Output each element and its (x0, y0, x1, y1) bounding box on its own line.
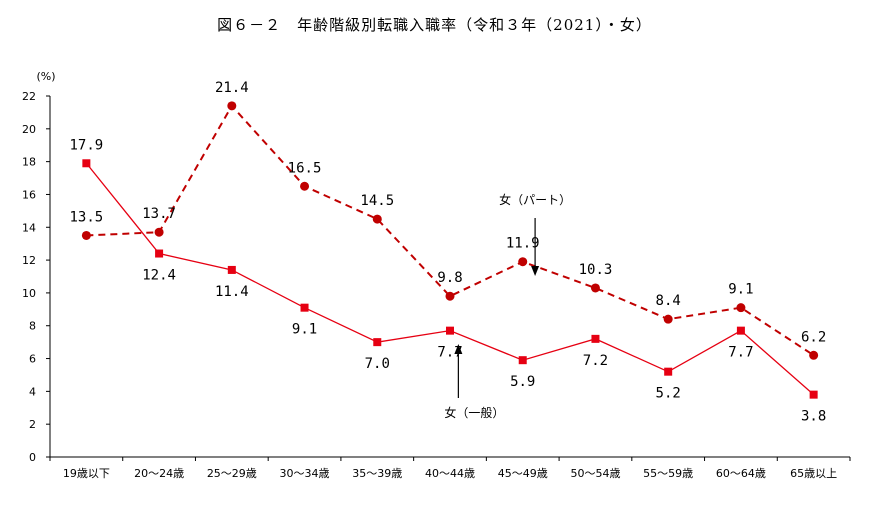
annotations: 女（パート） 女（一般） (444, 192, 571, 420)
data-point-general (736, 326, 745, 335)
data-point-general (809, 390, 818, 399)
data-point-part (81, 230, 91, 240)
series-line-part (86, 104, 815, 357)
x-tick-label: 35～39歳 (352, 467, 402, 480)
x-tick-label: 30～34歳 (280, 467, 330, 480)
data-label-part: 13.7 (142, 206, 176, 222)
data-label-part: 16.5 (288, 160, 322, 176)
data-point-part (809, 350, 819, 360)
data-label-part: 8.4 (656, 293, 681, 309)
x-tick-label: 45～49歳 (498, 467, 548, 480)
data-point-general (300, 303, 309, 312)
data-label-part: 21.4 (215, 80, 249, 96)
data-label-part: 13.5 (70, 209, 104, 225)
data-point-part (663, 314, 673, 324)
data-point-part (372, 214, 382, 224)
data-label-part: 14.5 (360, 193, 394, 209)
data-label-general: 11.4 (215, 284, 249, 300)
x-tick-label: 55～59歳 (643, 467, 693, 480)
data-label-part: 6.2 (801, 329, 826, 345)
annotation-label-part: 女（パート） (499, 192, 571, 207)
y-tick-label: 22 (22, 90, 36, 103)
x-tick-label: 50～54歳 (570, 467, 620, 480)
y-tick-label: 4 (29, 385, 36, 398)
y-axis: 0 2 4 6 8 10 12 14 16 18 20 22(%) (22, 70, 56, 464)
series-layer (81, 101, 819, 399)
data-point-general (155, 249, 164, 258)
x-tick-label: 25～29歳 (207, 467, 257, 480)
data-point-general (591, 334, 600, 343)
y-tick-label: 2 (29, 418, 36, 431)
data-point-part (518, 257, 528, 267)
data-point-part (154, 227, 164, 237)
data-point-general (82, 159, 91, 168)
y-tick-label: 6 (29, 353, 36, 366)
data-point-general (227, 265, 236, 274)
data-label-part: 11.9 (506, 236, 540, 252)
data-point-part (590, 283, 600, 293)
y-tick-label: 12 (22, 254, 36, 267)
data-label-part: 9.8 (437, 270, 462, 286)
y-tick-label: 14 (22, 221, 36, 234)
data-label-general: 7.2 (583, 353, 608, 369)
data-label-general: 7.7 (728, 345, 753, 361)
data-label-general: 5.9 (510, 374, 535, 390)
data-point-part (300, 181, 310, 191)
data-point-general (518, 356, 527, 365)
x-tick-label: 60～64歳 (716, 467, 766, 480)
x-tick-label: 65歳以上 (790, 467, 837, 480)
data-labels: 13.5 17.9 13.7 12.4 21.4 11.4 16.5 9.1 14.5 7.0 9.… (70, 80, 827, 425)
chart-title: 図６－２ 年齢階級別転職入職率（令和３年（2021）・女） (217, 16, 652, 34)
x-tick-label: 20～24歳 (134, 467, 184, 480)
data-point-part (227, 101, 237, 111)
x-tick-label: 19歳以下 (63, 467, 110, 480)
data-point-part (736, 303, 746, 313)
data-point-part (445, 291, 455, 301)
data-point-general (446, 326, 454, 335)
x-axis: 19歳以下 20～24歳 25～29歳 30～34歳 35～39歳 40～44歳 45～49… (49, 456, 851, 480)
data-label-general: 12.4 (142, 268, 176, 284)
x-tick-label: 40～44歳 (425, 467, 475, 480)
annotation-label-general: 女（一般） (444, 405, 504, 420)
data-label-part: 9.1 (728, 282, 753, 298)
y-tick-label: 8 (29, 320, 36, 333)
data-label-general: 7.7 (437, 345, 462, 361)
data-label-general: 7.0 (365, 356, 390, 372)
data-label-general: 5.2 (656, 386, 681, 402)
data-point-general (373, 338, 382, 347)
y-tick-label: 20 (22, 123, 36, 136)
data-label-general: 9.1 (292, 322, 317, 338)
data-point-general (664, 367, 673, 376)
data-label-general: 17.9 (70, 137, 104, 153)
y-tick-label: 10 (22, 287, 36, 300)
y-axis-unit-label: (%) (36, 70, 55, 83)
y-tick-label: 18 (22, 156, 36, 169)
arrow-head-part-icon (531, 266, 540, 276)
y-tick-label: 0 (29, 451, 36, 464)
y-tick-label: 16 (22, 188, 36, 201)
data-label-part: 10.3 (579, 262, 613, 278)
arrow-head-general-icon (454, 344, 463, 354)
data-label-general: 3.8 (801, 409, 826, 425)
